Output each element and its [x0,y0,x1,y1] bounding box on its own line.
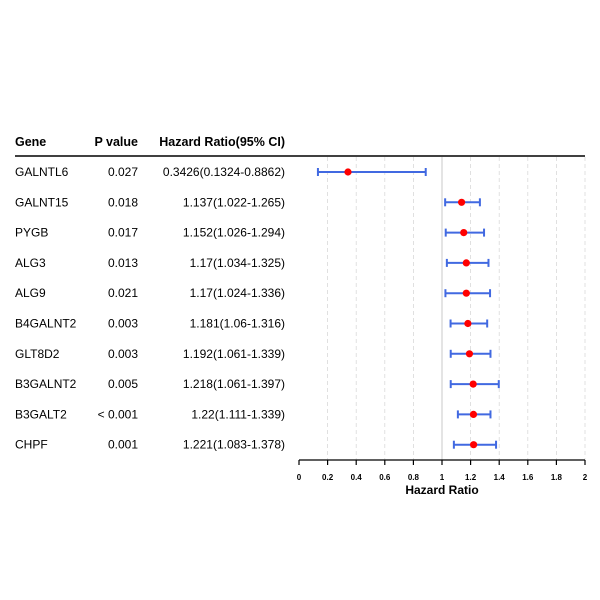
grid-lines [327,157,586,460]
table-row: GALNTL6 0.027 0.3426(0.1324-0.8862) [15,165,285,179]
x-tick-label: 1.4 [494,473,506,482]
header-p-value: P value [94,135,138,149]
p-value: < 0.001 [98,407,139,421]
results-table: GALNTL6 0.027 0.3426(0.1324-0.8862) GALNT15… [15,165,285,452]
hazard-ratio-ci: 1.152(1.026-1.294) [183,226,285,240]
table-row: ALG3 0.013 1.17(1.034-1.325) [15,256,285,270]
gene-name: B4GALNT2 [15,317,77,331]
gene-name: PYGB [15,226,48,240]
hazard-ratio-point [462,259,470,267]
x-tick-label: 0.6 [379,473,391,482]
p-value: 0.018 [108,195,138,209]
hazard-ratio-point [344,168,352,176]
header-gene: Gene [15,135,46,149]
hazard-ratio-ci: 1.137(1.022-1.265) [183,195,285,209]
x-tick-label: 1.6 [522,473,534,482]
gene-name: B3GALT2 [15,407,67,421]
hazard-ratio-point [470,441,478,449]
gene-name: CHPF [15,438,48,452]
table-row: GLT8D2 0.003 1.192(1.061-1.339) [15,347,285,361]
x-tick-label: 0.2 [322,473,334,482]
hazard-ratio-ci: 1.181(1.06-1.316) [190,317,285,331]
table-row: B3GALNT2 0.005 1.218(1.061-1.397) [15,377,285,391]
p-value: 0.003 [108,317,138,331]
gene-name: GALNTL6 [15,165,69,179]
p-value: 0.001 [108,438,138,452]
table-row: CHPF 0.001 1.221(1.083-1.378) [15,438,285,452]
p-value: 0.003 [108,347,138,361]
hazard-ratio-point [460,229,468,237]
x-tick-label: 0 [297,473,302,482]
hazard-ratio-point [462,289,470,297]
table-row: B4GALNT2 0.003 1.181(1.06-1.316) [15,317,285,331]
x-tick-label: 1.2 [465,473,477,482]
hazard-ratio-point [464,319,472,328]
p-value: 0.005 [108,377,138,391]
table-row: GALNT15 0.018 1.137(1.022-1.265) [15,195,285,209]
p-value: 0.021 [108,286,138,300]
hazard-ratio-ci: 1.22(1.111-1.339) [191,407,285,421]
table-row: ALG9 0.021 1.17(1.024-1.336) [15,286,285,300]
gene-name: GLT8D2 [15,347,60,361]
hazard-ratio-ci: 1.17(1.024-1.336) [190,286,285,300]
header-hazard-ratio: Hazard Ratio(95% CI) [159,135,285,149]
x-tick-label: 0.8 [408,473,420,482]
p-value: 0.013 [108,256,138,270]
hazard-ratio-ci: 1.192(1.061-1.339) [183,347,285,361]
hazard-ratio-point [465,350,474,358]
p-value: 0.017 [108,226,138,240]
p-value: 0.027 [108,165,138,179]
x-tick-label: 1 [440,473,445,482]
x-axis: Hazard Ratio 0 0.2 0.4 0.6 0.8 1 1.2 1.4 1.6 1.8 2 [297,459,588,497]
x-tick-label: 2 [583,473,588,482]
x-axis-title: Hazard Ratio [405,483,478,497]
x-tick-label: 1.8 [551,473,563,482]
gene-name: ALG9 [15,286,46,300]
gene-name: GALNT15 [15,195,69,209]
x-tick-label: 0.4 [351,473,363,482]
hazard-ratio-ci: 1.218(1.061-1.397) [183,377,285,391]
hazard-ratio-ci: 1.221(1.083-1.378) [183,438,285,452]
hazard-ratio-point [469,380,477,388]
gene-name: ALG3 [15,256,46,270]
gene-name: B3GALNT2 [15,377,77,391]
hazard-ratio-ci: 1.17(1.034-1.325) [190,256,285,270]
hazard-ratio-ci: 0.3426(0.1324-0.8862) [163,165,285,179]
plot-marks [316,168,500,449]
table-row: B3GALT2 < 0.001 1.22(1.111-1.339) [15,407,285,421]
hazard-ratio-point [457,198,466,206]
hazard-ratio-point [469,410,478,418]
table-row: PYGB 0.017 1.152(1.026-1.294) [15,226,285,240]
